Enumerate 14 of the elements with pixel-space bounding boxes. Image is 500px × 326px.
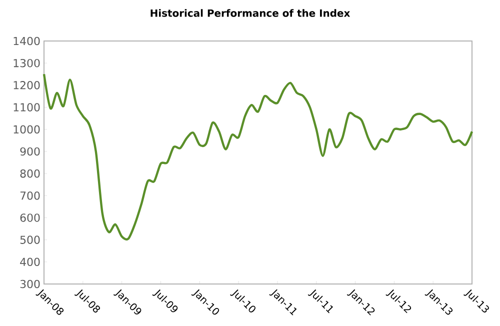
- y-tick-label: 300: [20, 280, 40, 288]
- y-tick-label: 400: [20, 258, 40, 266]
- y-tick-label: 1100: [14, 103, 40, 112]
- y-tick-label: 600: [20, 214, 40, 222]
- y-tick-label: 700: [20, 192, 40, 200]
- y-tick-label: 1200: [14, 81, 40, 90]
- y-tick-label: 1300: [14, 58, 40, 68]
- chart-title: Historical Performance of the Index: [150, 9, 350, 17]
- line-series: [42, 73, 474, 240]
- y-tick-label: 1400: [14, 36, 40, 46]
- y-tick-label: 900: [20, 147, 40, 156]
- y-tick-label: 500: [20, 236, 40, 244]
- y-tick-label: 1000: [14, 125, 40, 134]
- y-tick-label: 800: [20, 169, 40, 178]
